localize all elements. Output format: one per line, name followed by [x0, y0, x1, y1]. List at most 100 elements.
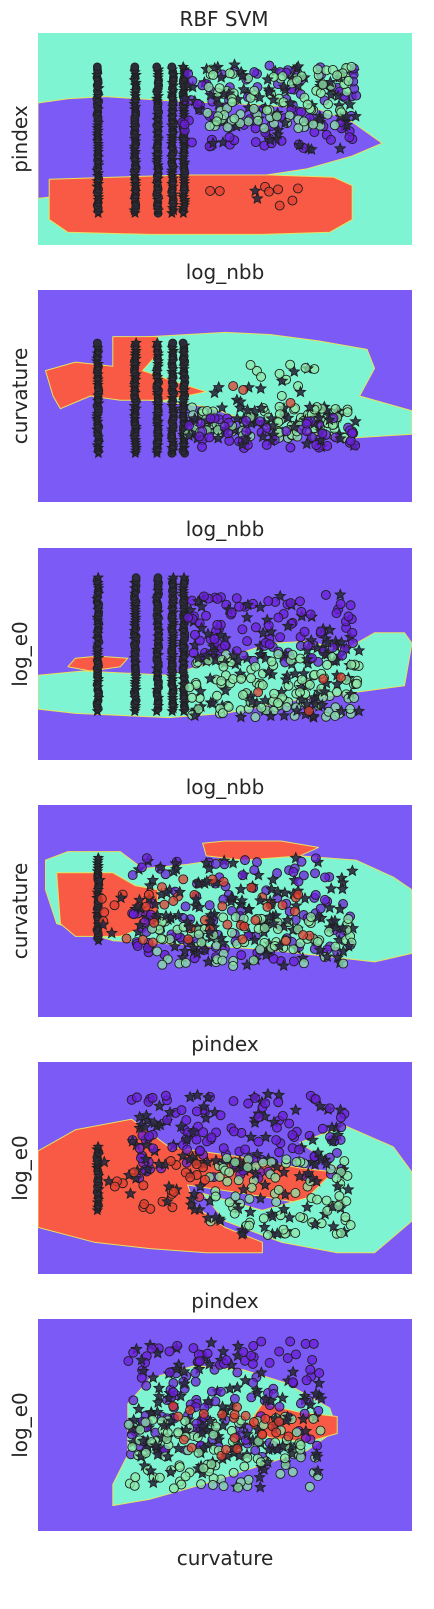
data-point — [216, 676, 227, 686]
data-point — [186, 137, 197, 148]
data-point — [281, 1154, 292, 1165]
data-point — [296, 856, 307, 867]
data-point — [298, 116, 309, 127]
data-point-star — [205, 1336, 218, 1349]
data-point — [238, 384, 249, 395]
data-point — [206, 1386, 217, 1397]
data-point — [210, 1191, 221, 1202]
data-point — [292, 183, 303, 194]
data-point-star — [253, 1470, 266, 1483]
data-point — [230, 1157, 241, 1168]
data-point — [351, 678, 362, 689]
data-point-star — [197, 1441, 211, 1454]
data-point — [272, 1122, 282, 1133]
plot-area — [38, 1319, 412, 1531]
data-point — [219, 640, 230, 651]
data-point — [195, 1145, 206, 1156]
data-point-star — [124, 1187, 137, 1200]
data-point-star — [151, 1448, 164, 1461]
data-point — [160, 1090, 171, 1101]
data-point-star — [336, 921, 349, 934]
data-point — [141, 1380, 152, 1391]
data-point — [285, 397, 296, 408]
data-point — [317, 79, 328, 90]
data-point — [331, 608, 342, 619]
data-point-star — [309, 1387, 323, 1400]
data-point-star — [325, 1120, 339, 1133]
data-point — [250, 712, 261, 723]
data-point-star — [215, 401, 229, 414]
data-point — [127, 870, 138, 881]
data-point — [307, 1354, 318, 1365]
data-point — [341, 1196, 352, 1207]
data-point — [204, 121, 215, 132]
data-point-star — [92, 1140, 104, 1152]
data-point-star — [161, 1195, 174, 1208]
data-point — [204, 432, 215, 443]
data-point-star — [236, 69, 249, 82]
data-point — [152, 946, 163, 957]
data-point — [203, 82, 214, 93]
data-point — [228, 1096, 239, 1107]
data-point — [253, 115, 263, 126]
data-point — [276, 390, 287, 401]
data-point-star — [149, 897, 162, 910]
data-point — [109, 1181, 120, 1192]
data-point — [221, 1444, 231, 1455]
data-point — [242, 1162, 253, 1173]
data-point-star — [159, 909, 173, 922]
data-point — [219, 859, 230, 870]
data-point — [206, 1132, 217, 1143]
data-point — [295, 687, 305, 698]
data-point — [196, 1479, 207, 1490]
data-point-star — [266, 873, 280, 886]
data-point-star — [216, 1400, 229, 1413]
data-point — [310, 853, 321, 864]
data-point-star — [200, 649, 213, 661]
data-point-star — [267, 917, 280, 929]
data-point — [141, 901, 151, 912]
data-point — [228, 961, 239, 971]
data-point-star — [301, 1166, 315, 1179]
data-point — [217, 708, 228, 719]
data-point-star — [206, 696, 219, 709]
data-point-star — [92, 571, 104, 583]
data-point-star — [157, 1418, 171, 1431]
data-point — [168, 1378, 179, 1389]
data-point — [308, 119, 319, 130]
data-point — [278, 1224, 289, 1235]
data-point-star — [240, 1427, 254, 1440]
data-point — [332, 687, 342, 698]
data-point-star — [144, 1464, 158, 1477]
data-point-star — [330, 677, 344, 690]
data-point — [291, 1157, 302, 1168]
data-point-star — [294, 385, 307, 398]
data-point-star — [148, 1116, 161, 1129]
data-point-star — [202, 1394, 215, 1407]
data-point-star — [279, 673, 292, 685]
data-point-star — [336, 882, 349, 895]
data-point-star — [199, 1111, 213, 1124]
data-point-star — [167, 571, 180, 583]
data-point-star — [248, 933, 261, 946]
data-point-star — [231, 1381, 244, 1393]
panels: log_nbbpindexlog_nbbcurvaturelog_nbblog_… — [8, 33, 412, 1570]
data-point — [253, 1112, 264, 1123]
data-point — [248, 1340, 259, 1351]
data-point — [190, 1376, 201, 1387]
data-point — [310, 1094, 321, 1105]
data-point — [183, 934, 194, 945]
y-axis-label: log_e0 — [8, 621, 32, 687]
data-point-star — [147, 1476, 160, 1489]
data-point — [232, 1444, 243, 1455]
data-point — [180, 957, 191, 968]
data-point-star — [93, 873, 106, 886]
data-point — [314, 1368, 325, 1379]
data-point — [229, 1433, 240, 1443]
data-point — [274, 368, 285, 379]
data-point-star — [263, 910, 277, 923]
data-point-star — [334, 432, 347, 444]
data-point-star — [217, 1344, 230, 1357]
data-point-star — [191, 1088, 204, 1101]
data-point-star — [331, 1180, 345, 1192]
